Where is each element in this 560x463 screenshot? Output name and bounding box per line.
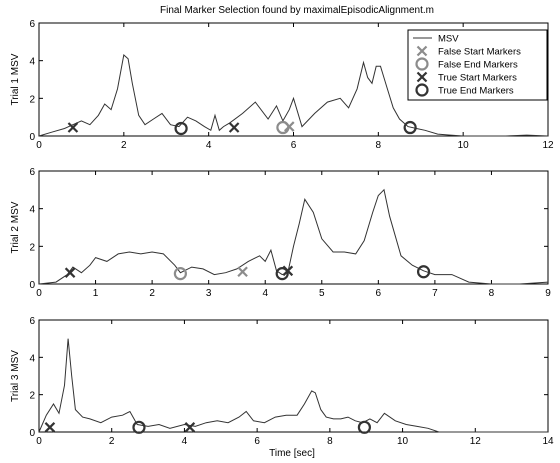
legend-false-end-swatch <box>415 57 429 71</box>
y-tick-label: 2 <box>29 242 35 253</box>
msv-series-line <box>38 188 549 285</box>
y-tick-label: 2 <box>29 94 35 105</box>
legend-label: True End Markers <box>438 86 514 97</box>
axes-frame <box>38 319 549 433</box>
msv-series-line <box>38 54 549 137</box>
x-tick-label: 14 <box>542 436 554 447</box>
true-end-marker <box>403 120 417 135</box>
x-axis-label: Time [sec] <box>269 448 315 459</box>
legend-label: False End Markers <box>438 60 518 71</box>
y-tick-label: 2 <box>29 391 35 402</box>
y-tick-label: 4 <box>29 57 35 68</box>
true-start-marker <box>67 122 79 133</box>
true-end-marker <box>174 121 188 136</box>
legend-label: MSV <box>438 34 459 45</box>
false-end-marker <box>276 120 290 135</box>
true-end-marker <box>416 265 431 279</box>
legend: MSV False Start Markers False End Markers T… <box>407 29 548 101</box>
true-start-marker <box>44 422 56 433</box>
false-end-marker <box>173 267 187 281</box>
legend-label: True Start Markers <box>438 73 517 84</box>
legend-false-start-swatch <box>416 45 428 57</box>
x-tick-label: 4 <box>262 288 268 299</box>
x-tick-label: 4 <box>182 436 188 447</box>
x-tick-label: 9 <box>545 288 551 299</box>
msv-series-line <box>38 338 548 433</box>
x-tick-label: 12 <box>470 436 482 447</box>
x-tick-label: 6 <box>291 140 297 151</box>
x-tick-label: 0 <box>36 288 42 299</box>
legend-true-end-swatch <box>415 83 429 97</box>
true-start-marker <box>228 122 240 133</box>
panel-3: 0 2 4 6 8 10 12 14 0 2 4 6 Trial 3 MSV <box>10 316 554 447</box>
x-tick-label: 0 <box>36 436 42 447</box>
x-tick-label: 8 <box>327 436 333 447</box>
panel-1: 0 2 4 6 8 10 12 0 2 4 6 Trial 1 MSV <box>10 19 554 151</box>
x-tick-label: 10 <box>397 436 409 447</box>
x-tick-label: 2 <box>121 140 127 151</box>
x-tick-label: 0 <box>36 140 42 151</box>
y-tick-label: 4 <box>29 205 35 216</box>
legend-box <box>407 29 548 101</box>
x-tick-label: 2 <box>109 436 115 447</box>
axes-frame <box>38 170 549 285</box>
y-tick-label: 0 <box>29 132 35 143</box>
false-start-marker <box>237 266 248 278</box>
y-tick-label: 6 <box>29 19 35 30</box>
y-tick-label: 6 <box>29 167 35 178</box>
true-end-marker <box>357 420 371 434</box>
y-tick-label: 0 <box>29 280 35 291</box>
y-axis-label: Trial 3 MSV <box>10 350 21 402</box>
x-tick-label: 8 <box>376 140 382 151</box>
x-tick-label: 4 <box>206 140 212 151</box>
panel-2: 0 1 2 3 4 5 6 7 8 9 0 2 4 6 Trial 2 MSV <box>10 167 551 299</box>
x-tick-label: 7 <box>432 288 438 299</box>
legend-true-start-swatch <box>416 71 428 83</box>
y-tick-label: 4 <box>29 353 35 364</box>
y-axis-label: Trial 1 MSV <box>10 53 21 105</box>
true-start-marker <box>184 422 196 433</box>
x-tick-label: 3 <box>206 288 212 299</box>
y-axis-label: Trial 2 MSV <box>10 201 21 253</box>
y-tick-label: 0 <box>29 428 35 439</box>
x-tick-label: 10 <box>458 140 470 151</box>
legend-label: False Start Markers <box>438 47 521 58</box>
y-tick-label: 6 <box>29 316 35 327</box>
true-start-marker <box>64 267 76 278</box>
x-tick-label: 12 <box>542 140 554 151</box>
true-end-marker <box>275 267 289 281</box>
x-tick-label: 6 <box>376 288 382 299</box>
x-tick-label: 6 <box>254 436 260 447</box>
true-end-marker <box>132 420 146 434</box>
x-tick-label: 1 <box>93 288 99 299</box>
x-tick-label: 2 <box>149 288 155 299</box>
chart-title: Final Marker Selection found by maximalE… <box>160 5 434 16</box>
x-tick-label: 5 <box>319 288 325 299</box>
x-tick-label: 8 <box>489 288 495 299</box>
